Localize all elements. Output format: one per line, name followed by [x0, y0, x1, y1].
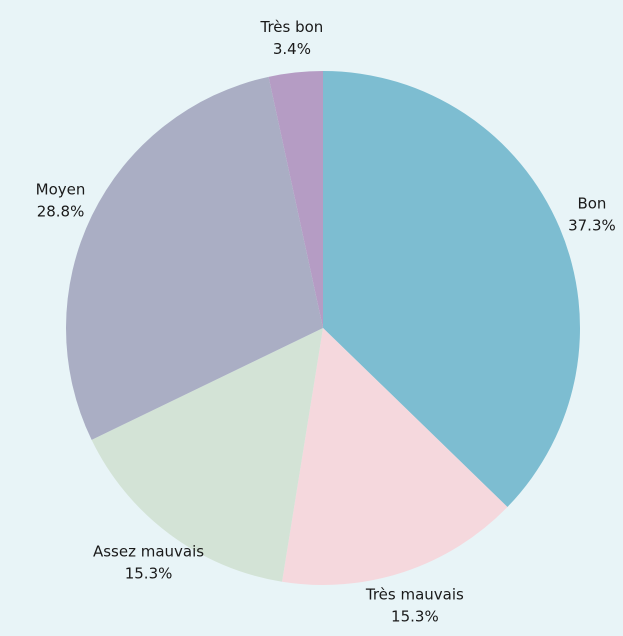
slice-value-label: 15.3% [125, 565, 173, 583]
slice-label: Bon [577, 195, 606, 213]
pie-slice [91, 328, 323, 582]
slice-value-label: 15.3% [391, 608, 439, 626]
slice-label: Très mauvais [365, 586, 464, 604]
slice-value-label: 37.3% [568, 217, 616, 235]
slice-value-label: 3.4% [273, 40, 311, 58]
pie-slice [282, 328, 508, 585]
pie-slice [268, 71, 323, 328]
slice-label: Assez mauvais [93, 543, 204, 561]
pie-slice [65, 76, 323, 440]
pie-slice [323, 71, 580, 507]
slice-label: Moyen [36, 181, 86, 199]
slice-value-label: 28.8% [37, 203, 85, 221]
slice-label: Très bon [259, 18, 323, 36]
